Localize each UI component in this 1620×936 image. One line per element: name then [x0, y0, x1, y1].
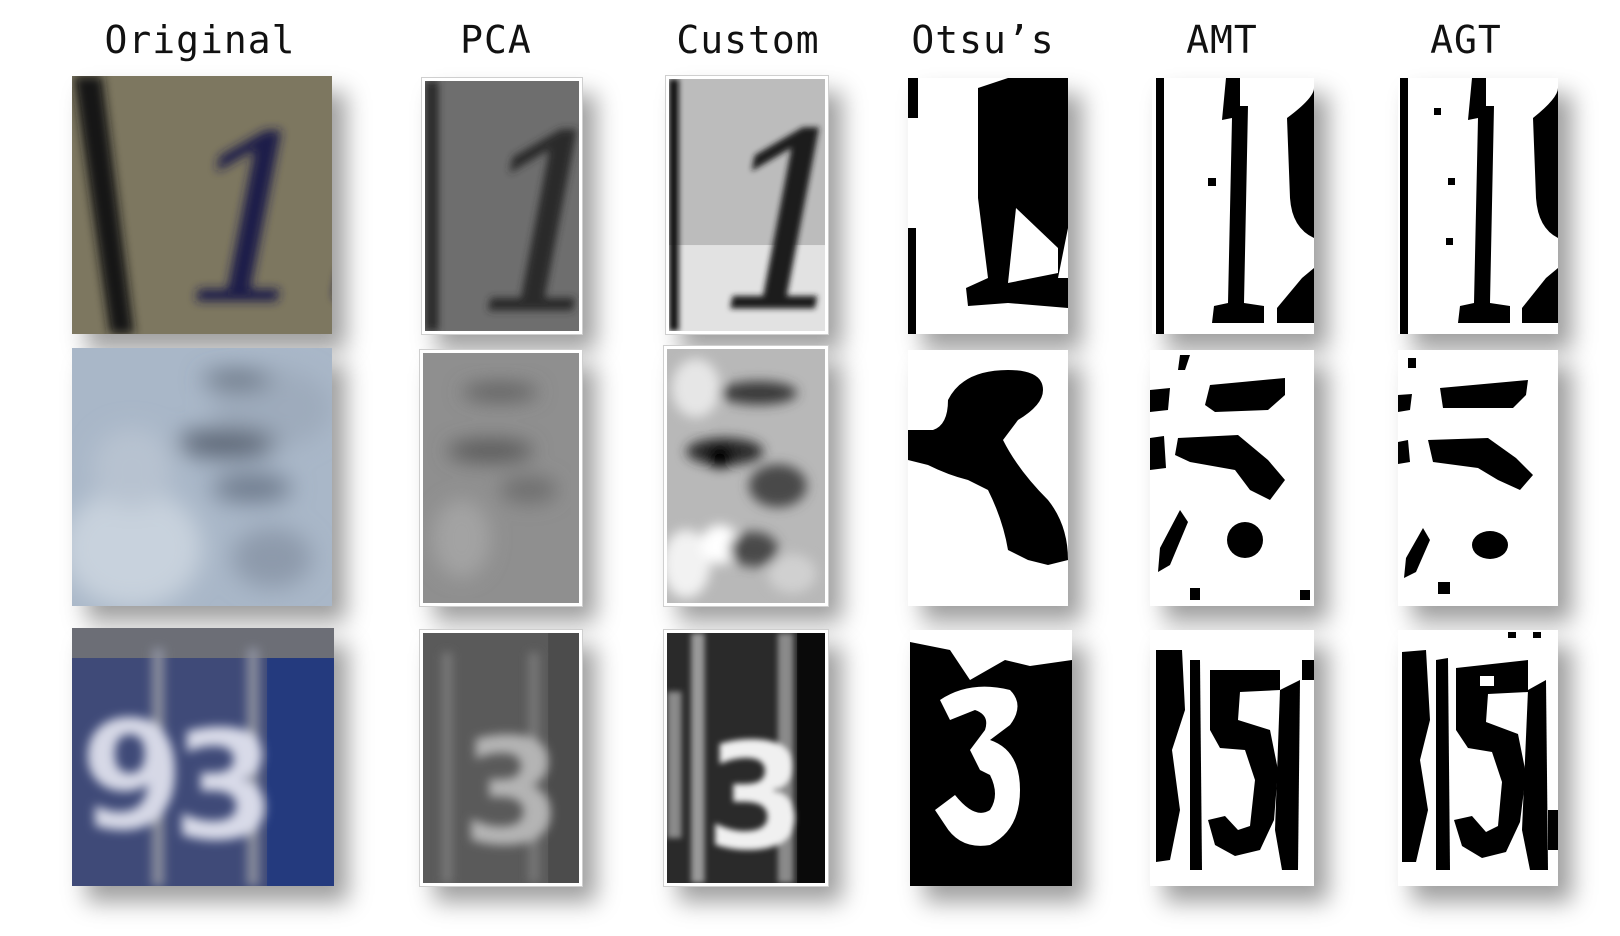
- tile-agt-digit-5: [1398, 350, 1558, 606]
- header-agt: AGT: [1430, 18, 1502, 62]
- header-amt: AMT: [1186, 18, 1258, 62]
- svg-text:19: 19: [471, 85, 579, 331]
- tile-amt-digit-5: [1150, 350, 1314, 606]
- tile-otsu-digit-5: [908, 350, 1068, 606]
- tile-otsu-digits-93: [910, 630, 1072, 886]
- svg-text:3: 3: [462, 708, 563, 878]
- tile-otsu-digits-19: [908, 78, 1068, 334]
- header-custom: Custom: [676, 18, 820, 62]
- tile-custom-digits-93: 3: [663, 629, 829, 887]
- tile-custom-digits-19: 19: [665, 75, 829, 335]
- svg-text:19: 19: [713, 83, 825, 331]
- svg-text:9: 9: [80, 690, 184, 864]
- tile-custom-digit-5: [663, 345, 829, 607]
- tile-agt-digits-19: [1398, 78, 1558, 334]
- tile-original-digits-93: 9 3: [72, 628, 334, 886]
- header-otsu: Otsu’s: [911, 18, 1055, 62]
- tile-pca-digits-93: 3: [419, 629, 583, 887]
- svg-text:3: 3: [706, 713, 807, 883]
- header-original: Original: [104, 18, 296, 62]
- tile-pca-digit-5: [419, 349, 583, 607]
- svg-text:19: 19: [180, 89, 332, 334]
- tile-agt-digits-93: [1398, 630, 1558, 886]
- tile-amt-digits-19: [1152, 78, 1314, 334]
- svg-text:3: 3: [172, 700, 276, 874]
- tile-original-digit-5: [72, 348, 332, 606]
- tile-amt-digits-93: [1150, 630, 1314, 886]
- header-pca: PCA: [460, 18, 532, 62]
- tile-pca-digits-19: 19: [421, 77, 583, 335]
- tile-original-digits-19: 19: [72, 76, 332, 334]
